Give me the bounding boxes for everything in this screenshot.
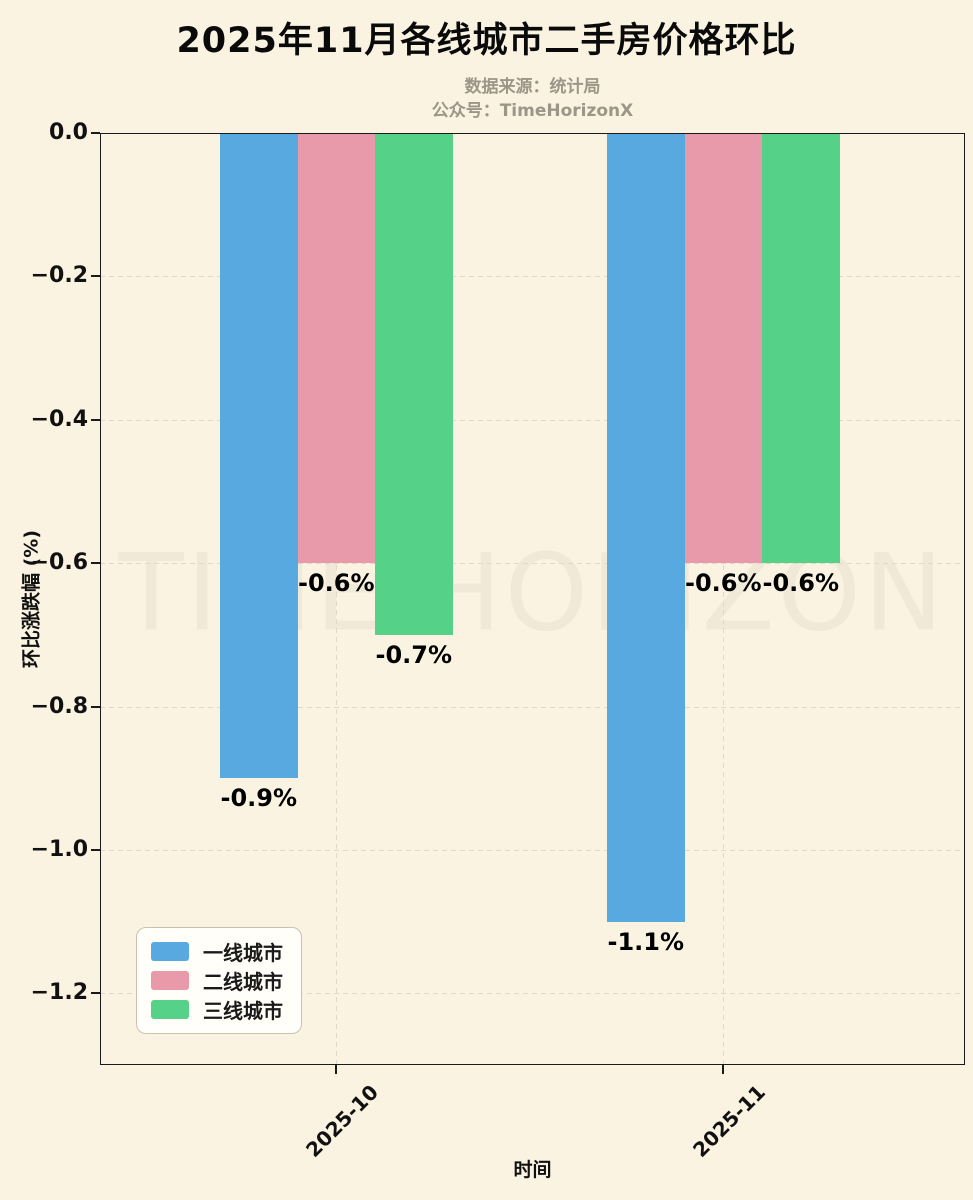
x-tick-label: 2025-10 [301,1080,384,1162]
y-tick-mark [91,132,100,134]
legend-label: 二线城市 [203,970,283,994]
legend-box: 一线城市二线城市三线城市 [136,927,302,1034]
gridline-vertical [336,133,338,1065]
gridline-vertical [723,133,725,1065]
legend-swatch [151,1000,189,1019]
x-tick-mark [335,1065,338,1074]
bar-value-label: -0.7% [375,640,453,669]
gridline-horizontal [100,276,965,278]
chart-subtitle-source: 数据来源：统计局 [464,77,601,97]
gridline-horizontal [100,849,965,851]
y-tick-label: −0.2 [30,263,88,289]
y-tick-mark [91,418,100,421]
chart-subtitle-account: 公众号：TimeHorizonX [431,101,634,121]
y-tick-label: −1.0 [30,836,88,862]
y-axis-title: 环比涨跌幅 (%) [20,529,43,669]
legend-label: 三线城市 [203,999,283,1023]
plot-area: TIME HORIZON -0.9% -1.1% -0.6% -0.6% -0.7% -0… [100,133,965,1065]
x-tick-mark [722,1065,725,1074]
x-axis-title: 时间 [513,1159,552,1181]
bar-value-label: -0.6% [762,569,840,598]
y-tick-label: −1.2 [30,980,88,1006]
gridline-horizontal [100,706,965,708]
legend-swatch [151,942,189,961]
legend-item-一线城市: 一线城市 [151,937,283,966]
bar-value-label: -1.1% [607,927,685,956]
bar-value-label: -0.6% [297,569,375,598]
bar-三线城市-2025-11 [762,133,840,564]
legend-label: 一线城市 [203,941,283,965]
gridline-horizontal [100,993,965,995]
y-tick-mark [91,848,100,851]
legend-swatch [151,971,189,990]
y-tick-mark [91,275,100,278]
y-tick-label: −0.4 [30,406,88,432]
chart-title: 2025年11月各线城市二手房价格环比 [176,21,797,61]
gridline-horizontal [100,563,965,565]
y-tick-label: −0.6 [30,550,88,576]
y-tick-label: 0.0 [49,120,88,145]
bar-value-label: -0.6% [684,569,762,598]
gridline-horizontal [100,419,965,421]
x-tick-label: 2025-11 [688,1080,771,1162]
legend-item-二线城市: 二线城市 [151,966,283,995]
bar-value-label: -0.9% [220,784,298,813]
legend-item-三线城市: 三线城市 [151,995,283,1024]
y-tick-mark [91,705,100,708]
bar-二线城市-2025-11 [684,133,762,564]
bar-一线城市-2025-11 [607,133,685,922]
y-tick-label: −0.8 [30,693,88,719]
y-tick-mark [91,562,100,565]
bar-二线城市-2025-10 [297,133,375,564]
bar-一线城市-2025-10 [220,133,298,779]
bar-三线城市-2025-10 [375,133,453,635]
y-tick-mark [91,992,100,995]
